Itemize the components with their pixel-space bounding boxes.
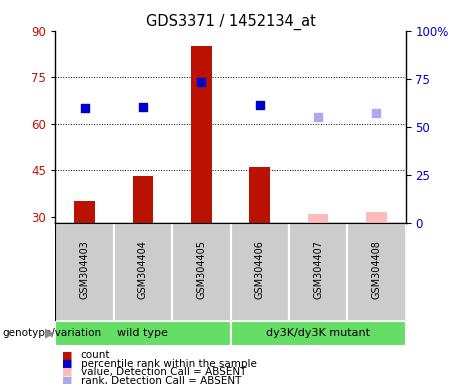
Bar xyxy=(55,223,114,321)
Text: count: count xyxy=(81,350,110,360)
Bar xyxy=(308,214,328,223)
Point xyxy=(139,104,147,110)
Text: dy3K/dy3K mutant: dy3K/dy3K mutant xyxy=(266,328,370,338)
Bar xyxy=(366,212,387,223)
Text: ▶: ▶ xyxy=(45,326,54,339)
Text: GDS3371 / 1452134_at: GDS3371 / 1452134_at xyxy=(146,13,315,30)
Point xyxy=(256,102,263,108)
Text: GSM304407: GSM304407 xyxy=(313,240,323,299)
Text: rank, Detection Call = ABSENT: rank, Detection Call = ABSENT xyxy=(81,376,241,384)
Text: GSM304403: GSM304403 xyxy=(79,240,89,299)
Bar xyxy=(74,201,95,223)
Text: ■: ■ xyxy=(62,376,72,384)
Bar xyxy=(55,321,230,346)
Text: ■: ■ xyxy=(62,367,72,377)
Text: GSM304406: GSM304406 xyxy=(254,240,265,299)
Bar xyxy=(249,167,270,223)
Point xyxy=(373,110,380,116)
Point xyxy=(81,105,88,111)
Text: percentile rank within the sample: percentile rank within the sample xyxy=(81,359,257,369)
Bar xyxy=(172,223,230,321)
Bar xyxy=(191,46,212,223)
Bar xyxy=(230,321,406,346)
Bar xyxy=(230,223,289,321)
Point xyxy=(198,79,205,85)
Text: ■: ■ xyxy=(62,350,72,360)
Bar xyxy=(347,223,406,321)
Text: genotype/variation: genotype/variation xyxy=(2,328,101,338)
Text: GSM304404: GSM304404 xyxy=(138,240,148,299)
Bar xyxy=(289,223,347,321)
Text: value, Detection Call = ABSENT: value, Detection Call = ABSENT xyxy=(81,367,246,377)
Text: ■: ■ xyxy=(62,359,72,369)
Point xyxy=(314,114,322,121)
Text: wild type: wild type xyxy=(118,328,168,338)
Text: GSM304405: GSM304405 xyxy=(196,240,207,299)
Bar xyxy=(114,223,172,321)
Bar xyxy=(133,176,153,223)
Text: GSM304408: GSM304408 xyxy=(372,240,382,299)
